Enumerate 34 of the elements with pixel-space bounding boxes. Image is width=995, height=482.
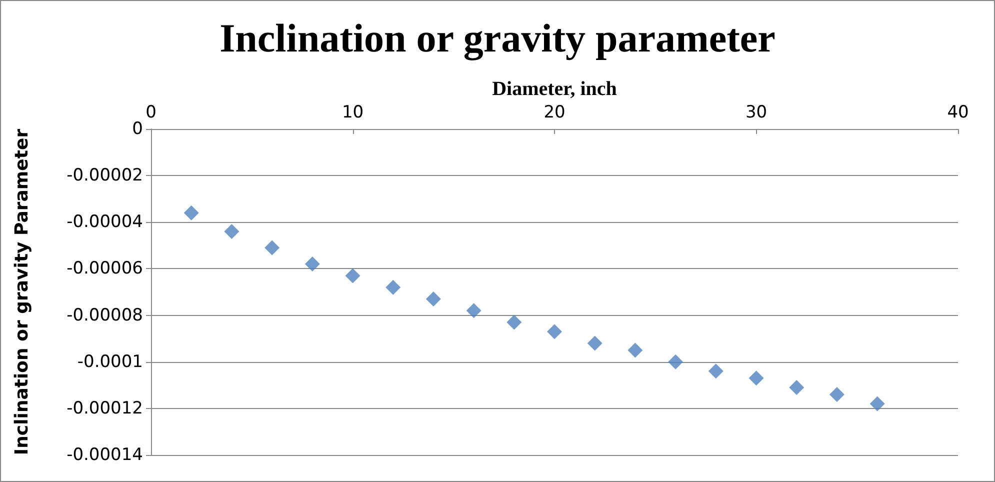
point xyxy=(789,380,804,395)
point xyxy=(264,240,280,256)
x-tick-label: 10 xyxy=(342,102,364,122)
point xyxy=(587,336,602,351)
point xyxy=(466,303,482,318)
y-tick-label: -0.00012 xyxy=(66,398,143,418)
point xyxy=(184,205,199,220)
point xyxy=(386,280,401,295)
point xyxy=(224,224,240,239)
chart-title: Inclination or gravity parameter xyxy=(220,16,776,60)
x-tick-label: 0 xyxy=(146,102,156,122)
point xyxy=(870,396,885,412)
point xyxy=(426,291,441,306)
y-tick-label: -0.00014 xyxy=(66,445,143,465)
point xyxy=(668,354,684,370)
point xyxy=(748,370,764,386)
x-tick-label: 30 xyxy=(745,102,768,122)
point xyxy=(547,324,562,340)
y-tick-label: -0.00002 xyxy=(66,166,143,186)
y-tick-label: -0.0001 xyxy=(77,352,143,372)
point xyxy=(628,342,643,358)
y-tick-label: -0.00006 xyxy=(66,258,143,279)
point xyxy=(506,314,522,330)
point xyxy=(829,386,844,402)
y-axis-title: Inclination or gravity Parameter xyxy=(12,128,32,456)
y-tick-label: 0 xyxy=(132,119,143,139)
y-tick-label: -0.00008 xyxy=(66,305,143,326)
point xyxy=(708,364,724,379)
x-tick-label: 40 xyxy=(947,102,969,122)
point xyxy=(345,268,360,284)
y-tick-label: -0.00004 xyxy=(66,212,143,232)
x-tick-label: 20 xyxy=(544,102,566,122)
x-axis-title: Diameter, inch xyxy=(492,78,617,100)
point xyxy=(304,256,320,272)
